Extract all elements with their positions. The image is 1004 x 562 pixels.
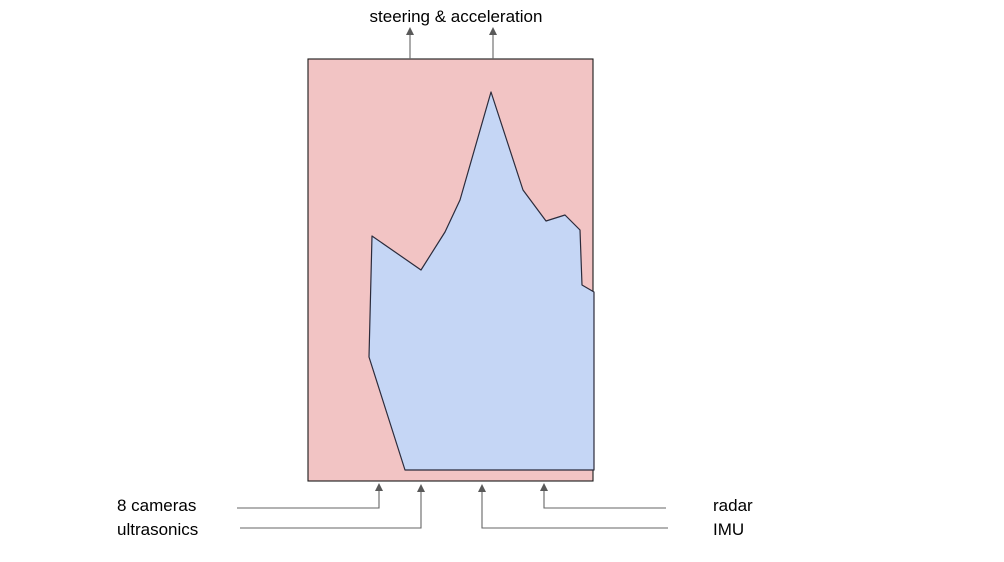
inner-region-shape [368,91,595,471]
arrowhead-icon [478,484,486,492]
system-block [307,58,595,482]
arrowhead-icon [540,483,548,491]
arrowhead-icon [375,483,383,491]
output-label: steering & acceleration [370,7,543,26]
wire-imu [481,490,668,529]
arrowhead-icon [417,484,425,492]
input-label-imu: IMU [713,520,744,539]
arrowhead-icon [489,27,497,35]
output-arrows [406,27,497,59]
input-label-radar: radar [713,496,753,515]
input-wires [237,483,668,529]
input-label-ultrasonics: ultrasonics [117,520,198,539]
wire-8-cameras [237,489,380,509]
input-label-8-cameras: 8 cameras [117,496,196,515]
wire-ultrasonics [240,490,422,529]
arrowhead-icon [406,27,414,35]
wire-radar [543,489,666,509]
